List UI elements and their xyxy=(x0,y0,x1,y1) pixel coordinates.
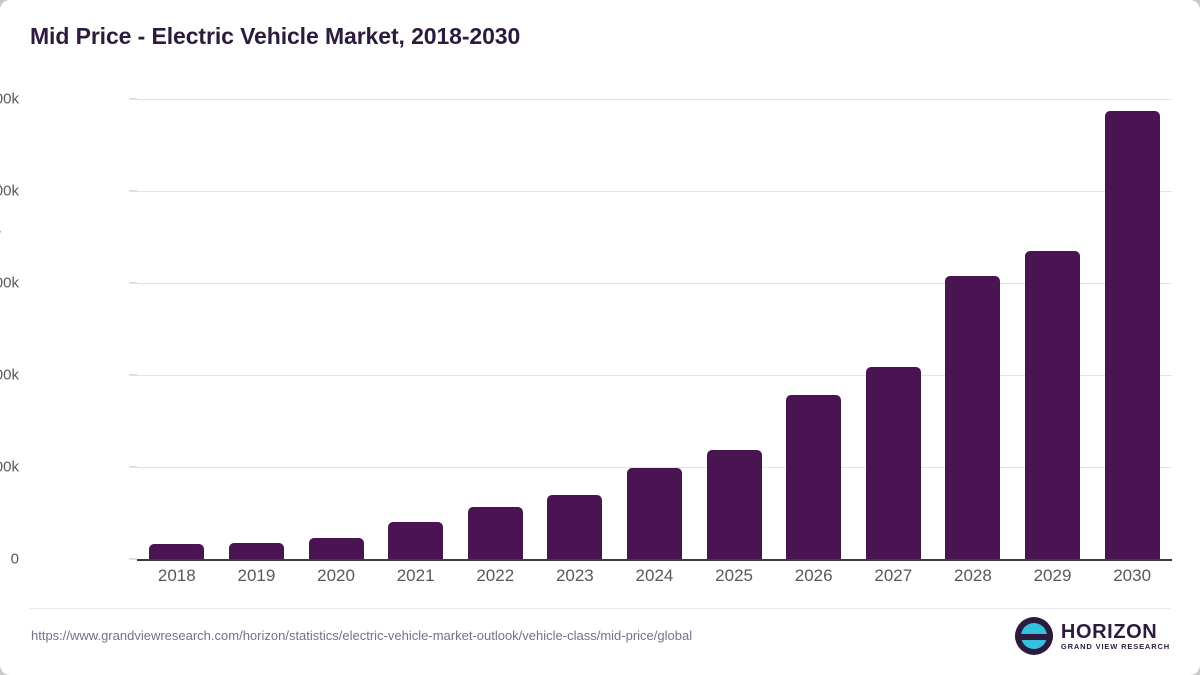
bar-2019[interactable] xyxy=(228,542,284,559)
y-axis-title: Market Size (US$M) xyxy=(0,181,2,325)
bar-2028[interactable] xyxy=(945,275,1001,559)
x-axis-tick-label: 2021 xyxy=(396,566,435,585)
x-axis-tick-label: 2022 xyxy=(476,566,515,585)
bar-slot xyxy=(694,99,774,559)
gridline xyxy=(137,99,1172,100)
bar-2025[interactable] xyxy=(706,450,762,559)
x-axis-tick-label: 2030 xyxy=(1113,566,1152,585)
bar-slot xyxy=(217,99,297,559)
x-axis-line xyxy=(137,559,1172,561)
y-axis-tick-mark xyxy=(129,466,137,468)
bar-2018[interactable] xyxy=(149,544,205,559)
bar-2023[interactable] xyxy=(547,494,603,559)
bar-slot xyxy=(137,99,217,559)
x-axis-tick-label: 2026 xyxy=(794,566,833,585)
x-axis-tick-label: 2024 xyxy=(635,566,674,585)
bar-slot xyxy=(933,99,1013,559)
x-axis-tick-label: 2018 xyxy=(157,566,196,585)
x-axis-tick-label: 2029 xyxy=(1033,566,1072,585)
y-axis-tick-mark xyxy=(129,282,137,284)
bar-slot xyxy=(774,99,854,559)
bar-slot xyxy=(853,99,933,559)
source-url-link[interactable]: https://www.grandviewresearch.com/horizo… xyxy=(31,628,693,643)
bar-series xyxy=(137,99,1172,559)
gridline xyxy=(137,283,1172,284)
page-title: Mid Price - Electric Vehicle Market, 201… xyxy=(30,23,521,49)
bar-2029[interactable] xyxy=(1025,250,1080,559)
gridline xyxy=(137,375,1172,376)
y-axis-tick-mark xyxy=(129,98,137,100)
brand-name: HORIZON xyxy=(1060,620,1158,643)
gridline xyxy=(137,467,1172,468)
x-axis-tick-label: 2027 xyxy=(874,566,913,585)
y-axis-tick-mark xyxy=(129,558,137,560)
gridline xyxy=(137,191,1172,192)
brand-tagline: GRAND VIEW RESEARCH xyxy=(1060,641,1170,651)
y-axis-tick-label: 2,500k xyxy=(0,90,19,108)
bar-slot xyxy=(296,99,376,559)
bar-2030[interactable] xyxy=(1104,110,1160,559)
bar-slot xyxy=(615,99,695,559)
y-axis-tick-label: 500k xyxy=(0,458,19,476)
plot-area xyxy=(137,99,1172,560)
x-axis-tick-label: 2023 xyxy=(555,566,594,585)
y-axis-tick-label: 0 xyxy=(10,550,19,568)
bar-slot xyxy=(1092,99,1172,559)
bar-2027[interactable] xyxy=(865,367,921,559)
y-axis-tick-mark xyxy=(129,374,137,376)
bar-slot xyxy=(535,99,615,559)
x-axis-tick-label: 2020 xyxy=(317,566,355,585)
x-axis-tick-label: 2025 xyxy=(715,566,753,585)
x-axis-tick-label: 2028 xyxy=(953,566,992,585)
y-axis-tick-label: 1,500k xyxy=(0,274,19,292)
x-axis-tick-group: 2018 2019 2020 2021 2022 2023 2024 2025 2026 2027… xyxy=(137,566,1172,586)
bar-2022[interactable] xyxy=(467,506,523,559)
x-axis-tick-label: 2019 xyxy=(237,566,276,585)
brand-wordmark: HORIZON GRAND VIEW RESEARCH xyxy=(1060,620,1170,651)
brand-logo: HORIZON GRAND VIEW RESEARCH xyxy=(1014,617,1170,655)
bar-slot xyxy=(1013,99,1093,559)
bar-2026[interactable] xyxy=(786,395,842,559)
bar-2024[interactable] xyxy=(626,468,682,559)
bar-slot xyxy=(455,99,535,559)
footer-divider xyxy=(30,608,1170,609)
bar-2021[interactable] xyxy=(388,522,444,559)
horizon-logo-icon xyxy=(1014,617,1053,655)
bar-slot xyxy=(376,99,456,559)
y-axis-tick-mark xyxy=(129,190,137,192)
bar-2020[interactable] xyxy=(308,537,364,559)
